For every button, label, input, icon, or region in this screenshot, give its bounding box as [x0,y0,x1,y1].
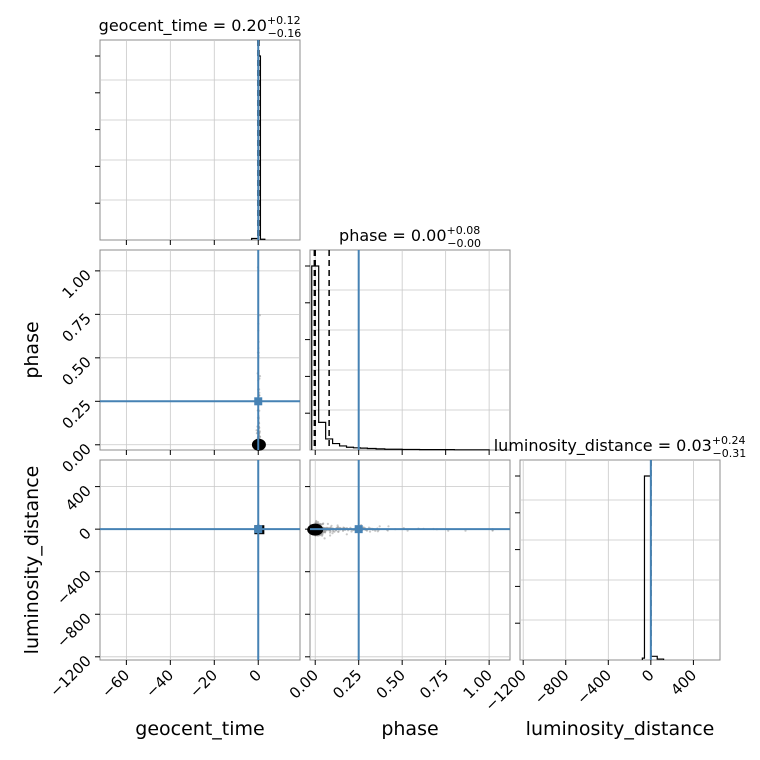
y-tick-label: −400 [53,567,95,609]
histogram-step-phase [311,265,490,451]
scatter-frame [309,459,511,661]
panel-distance-vs-phase: 0.00 0.25 0.50 0.75 1.00 [286,459,511,702]
x-axis-label-geocent-time: geocent_time [135,718,264,740]
sample-point [368,530,372,533]
sample-point [321,522,324,526]
title-plus-error: +0.24 [712,434,746,447]
sample-point [323,531,327,534]
x-axis-label-luminosity-distance: luminosity_distance [526,718,715,740]
y-tick-label: 0.75 [58,309,94,345]
x-tick-label: 0.25 [329,666,365,702]
x-tick-label: −20 [186,666,221,701]
sample-point [258,375,262,378]
panel-distance-vs-geocent-time: −60 −40 −20 0 −1200−800−400 0 400 [46,459,301,701]
y-axis-label-luminosity-distance: luminosity_distance [21,466,43,655]
x-tick-label: 400 [667,666,700,699]
sample-point [447,529,450,532]
y-tick-label: 0.25 [58,396,94,432]
panel-phase-hist: phase = 0.00+0.08 −0.00 [305,224,511,455]
truth-marker [354,525,363,534]
title-minus-error: −0.16 [268,27,302,40]
title-geocent-time: geocent_time = 0.20+0.12 −0.16 [99,14,302,40]
panel-phase-vs-geocent-time: 0.00 0.25 0.50 0.75 1.00 [58,249,301,476]
x-tick-label: 0 [246,666,265,685]
x-tick-label: 0 [638,666,657,685]
x-tick-label: −800 [531,666,573,708]
title-text: geocent_time = 0.20 [99,16,267,36]
y-tick-label: −1200 [46,652,95,701]
title-text: phase = 0.00 [339,226,446,245]
y-tick-label: 1.00 [58,266,94,302]
title-text: luminosity_distance = 0.03 [494,436,712,456]
x-tick-label: −40 [142,666,177,701]
sample-point [258,314,261,317]
x-tick-label: −400 [573,666,615,708]
title-plus-error: +0.12 [267,14,301,27]
sample-point [329,534,332,537]
sample-point [350,530,353,533]
x-tick-label: 0.75 [416,666,452,702]
hist-frame [519,459,721,661]
y-tick-label: 0 [75,524,94,543]
x-tick-label: 0.50 [373,666,409,702]
title-plus-error: +0.08 [447,224,481,237]
histogram-step-luminosity_distance [641,475,665,660]
panel-distance-hist: −1200 −800 −400 0 400 luminosity_distance = … [481,434,746,715]
sample-point [258,430,261,433]
truth-marker [254,525,263,534]
sample-point [326,522,329,526]
sample-point [323,537,326,540]
sample-point [464,529,467,532]
y-tick-label: 0.50 [58,353,94,389]
sample-point [387,525,390,528]
sample-point [378,525,381,528]
y-tick-label: 400 [62,482,95,515]
x-tick-label: −60 [98,666,133,701]
x-axis-label-phase: phase [381,718,438,740]
y-tick-label: 0.00 [58,440,94,476]
scatter-frame [99,249,301,451]
title-luminosity-distance: luminosity_distance = 0.03+0.24 −0.31 [494,434,747,460]
title-phase: phase = 0.00+0.08 −0.00 [339,224,481,250]
sample-point [337,530,340,533]
truth-marker [254,397,263,406]
title-minus-error: −0.31 [713,447,747,460]
hist-frame [99,39,301,241]
x-tick-label: 0.00 [286,666,322,702]
scatter-frame [99,459,301,661]
title-minus-error: −0.00 [447,237,481,250]
panel-geocent-time-hist: geocent_time = 0.20+0.12 −0.16 [95,14,301,245]
sample-point [321,533,324,536]
y-tick-label: −800 [53,609,95,651]
y-axis-label-phase: phase [21,321,43,378]
sample-point [331,532,334,535]
sample-point [345,533,348,536]
hist-frame [309,249,511,451]
sample-point [315,520,318,524]
